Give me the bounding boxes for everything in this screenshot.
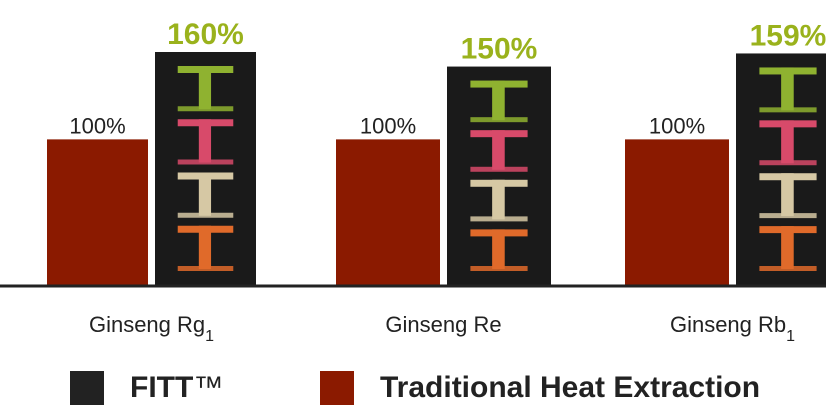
category-label-2: Ginseng Rb1 xyxy=(670,312,795,345)
fitt-pattern-stem-0-3 xyxy=(198,225,212,269)
bar-traditional-2 xyxy=(625,139,729,285)
fitt-pattern-stem-0-0 xyxy=(198,66,212,110)
fitt-pattern-stem-1-3 xyxy=(492,229,505,269)
fitt-pattern-stem-0-1 xyxy=(198,119,212,163)
fitt-pattern-stem-2-3 xyxy=(781,226,794,269)
legend-traditional: Traditional Heat Extraction xyxy=(320,370,760,406)
legend-traditional-swatch xyxy=(320,371,354,405)
fitt-pattern-stem-2-2 xyxy=(781,173,794,217)
fitt-pattern-stem-1-1 xyxy=(492,130,505,170)
fitt-pattern-foot-1-0 xyxy=(470,117,528,123)
legend-traditional-label: Traditional Heat Extraction xyxy=(380,371,761,404)
legend-fitt-swatch xyxy=(70,371,104,405)
bar-traditional-0 xyxy=(47,139,148,285)
category-label-0: Ginseng Rg1 xyxy=(89,312,214,345)
value-label-fitt-0: 160% xyxy=(167,18,244,51)
fitt-pattern-foot-1-3 xyxy=(470,266,528,271)
fitt-pattern-foot-0-0 xyxy=(177,106,234,112)
fitt-pattern-foot-0-1 xyxy=(177,159,234,165)
fitt-pattern-stem-2-0 xyxy=(781,67,794,111)
value-label-traditional-2: 100% xyxy=(649,113,705,138)
value-label-fitt-2: 159% xyxy=(750,19,826,52)
category-subscript-0: 1 xyxy=(205,328,214,345)
bar-fitt-2 xyxy=(736,53,826,285)
fitt-pattern-foot-1-1 xyxy=(470,166,528,172)
fitt-pattern-foot-1-2 xyxy=(470,216,528,222)
fitt-pattern-stem-2-1 xyxy=(781,120,794,164)
bar-chart: 100% 160% Ginseng Rg1 100% 150% Ginseng Re 100… xyxy=(0,18,826,345)
category-label-1: Ginseng Re xyxy=(385,312,501,337)
legend-fitt: FITT™ xyxy=(70,370,223,406)
bar-traditional-1 xyxy=(336,139,440,285)
fitt-pattern-stem-0-2 xyxy=(198,172,212,216)
legend-fitt-label: FITT™ xyxy=(130,371,224,404)
fitt-pattern-stem-1-2 xyxy=(492,179,505,220)
fitt-pattern-stem-1-0 xyxy=(492,80,505,121)
fitt-pattern-foot-0-3 xyxy=(177,266,234,271)
category-subscript-2: 1 xyxy=(786,328,795,345)
fitt-pattern-foot-0-2 xyxy=(177,212,234,218)
value-label-fitt-1: 150% xyxy=(461,33,538,66)
fitt-pattern-foot-2-3 xyxy=(759,266,817,271)
trademark-mark: ™ xyxy=(193,371,224,404)
fitt-pattern-foot-2-2 xyxy=(759,213,817,219)
value-label-traditional-0: 100% xyxy=(69,113,125,138)
value-label-traditional-1: 100% xyxy=(360,113,416,138)
fitt-pattern-foot-2-0 xyxy=(759,107,817,113)
fitt-pattern-foot-2-1 xyxy=(759,160,817,166)
